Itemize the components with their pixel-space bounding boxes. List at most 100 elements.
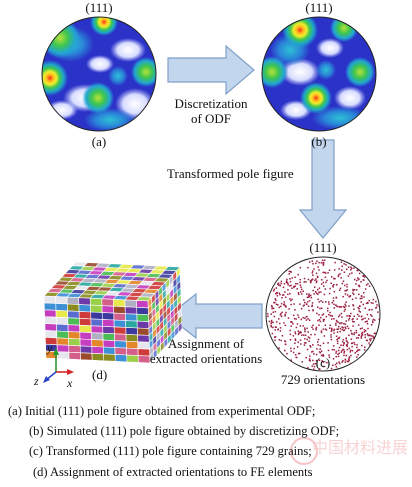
- orientation-point: [368, 334, 370, 337]
- orientation-point: [348, 358, 350, 361]
- watermark-logo-icon: [290, 437, 318, 465]
- orientation-point: [285, 280, 288, 282]
- fe-element: [66, 303, 80, 312]
- orientation-point: [304, 338, 306, 340]
- orientation-point: [339, 330, 341, 333]
- orientation-point: [316, 312, 318, 315]
- orientation-point: [300, 331, 302, 334]
- orientation-point: [351, 272, 353, 274]
- orientation-point: [350, 266, 352, 268]
- orientation-point: [328, 301, 330, 303]
- orientation-point: [275, 292, 278, 294]
- orientation-point: [294, 276, 296, 278]
- orientation-point: [272, 326, 274, 329]
- orientation-point: [338, 268, 340, 270]
- fe-element: [102, 325, 115, 335]
- orientation-point: [331, 318, 333, 320]
- orientation-point: [345, 340, 348, 342]
- orientation-point: [337, 355, 340, 358]
- orientation-point: [323, 259, 326, 261]
- orientation-point: [315, 272, 318, 275]
- orientation-point: [340, 277, 342, 279]
- orientation-point: [336, 283, 338, 286]
- orientation-point: [308, 295, 311, 298]
- orientation-point: [302, 317, 304, 319]
- orientation-point: [348, 356, 351, 358]
- orientation-point: [297, 341, 299, 343]
- fe-element: [56, 330, 69, 339]
- orientation-point: [314, 286, 316, 288]
- orientation-point: [313, 365, 316, 368]
- orientation-point: [306, 293, 308, 295]
- orientation-point: [346, 294, 349, 296]
- fe-element: [125, 333, 139, 343]
- orientation-point: [293, 303, 295, 305]
- orientation-point: [333, 283, 335, 286]
- fe-element: [68, 351, 82, 361]
- caption-c: (c) Transformed (111) pole figure contai…: [29, 444, 312, 458]
- orientation-point: [332, 285, 334, 287]
- orientation-point: [361, 344, 363, 347]
- orientation-point: [318, 301, 320, 303]
- orientation-point: [278, 339, 280, 341]
- orientation-point: [359, 311, 361, 313]
- orientation-point: [343, 329, 345, 332]
- orientation-point: [327, 307, 329, 310]
- orientation-point: [285, 281, 288, 284]
- axis-z-label: z: [34, 374, 39, 388]
- orientation-point: [289, 285, 291, 287]
- orientation-point: [312, 350, 314, 353]
- orientation-point: [332, 345, 335, 347]
- orientation-point: [326, 361, 328, 364]
- orientation-point: [322, 320, 325, 322]
- orientation-point: [322, 271, 324, 274]
- orientation-point: [331, 327, 333, 330]
- orientation-point: [351, 345, 353, 348]
- orientation-point: [329, 324, 331, 327]
- orientation-point: [311, 365, 313, 367]
- orientation-point: [320, 316, 322, 319]
- orientation-point: [344, 361, 346, 363]
- orientation-point: [321, 279, 323, 281]
- orientation-point: [346, 345, 348, 348]
- orientation-point: [345, 354, 347, 357]
- orientation-point: [363, 349, 366, 351]
- orientation-point: [319, 351, 322, 354]
- orientation-point: [375, 307, 377, 309]
- orientation-point: [284, 324, 287, 327]
- orientation-point: [343, 310, 346, 312]
- orientation-point: [291, 277, 293, 279]
- pole-figure-c-plane: (111): [309, 240, 337, 255]
- orientation-point: [320, 331, 323, 334]
- orientation-point: [344, 303, 346, 306]
- fe-element: [78, 311, 92, 320]
- orientation-point: [350, 354, 352, 357]
- orientation-point: [341, 316, 343, 318]
- orientation-point: [272, 311, 274, 313]
- orientation-point: [372, 335, 374, 337]
- orientation-point: [329, 314, 332, 317]
- orientation-point: [332, 300, 335, 302]
- orientation-point: [289, 298, 291, 300]
- orientation-point: [344, 293, 347, 295]
- orientation-point: [267, 315, 269, 318]
- orientation-point: [305, 316, 308, 318]
- orientation-point: [333, 269, 336, 271]
- orientation-point: [324, 324, 327, 326]
- orientation-point: [372, 298, 375, 301]
- orientation-point: [276, 321, 278, 323]
- fe-element: [90, 318, 104, 327]
- orientation-point: [290, 299, 292, 302]
- orientation-point: [330, 282, 332, 284]
- orientation-point: [338, 325, 340, 328]
- fe-element: [78, 304, 92, 313]
- orientation-point: [283, 322, 285, 324]
- orientation-point: [308, 293, 310, 295]
- orientation-point: [292, 314, 295, 317]
- orientation-point: [337, 274, 340, 276]
- orientation-point: [367, 318, 370, 320]
- orientation-point: [317, 319, 319, 322]
- fe-element: [102, 332, 116, 342]
- orientation-point: [346, 315, 348, 317]
- fe-element: [125, 327, 138, 336]
